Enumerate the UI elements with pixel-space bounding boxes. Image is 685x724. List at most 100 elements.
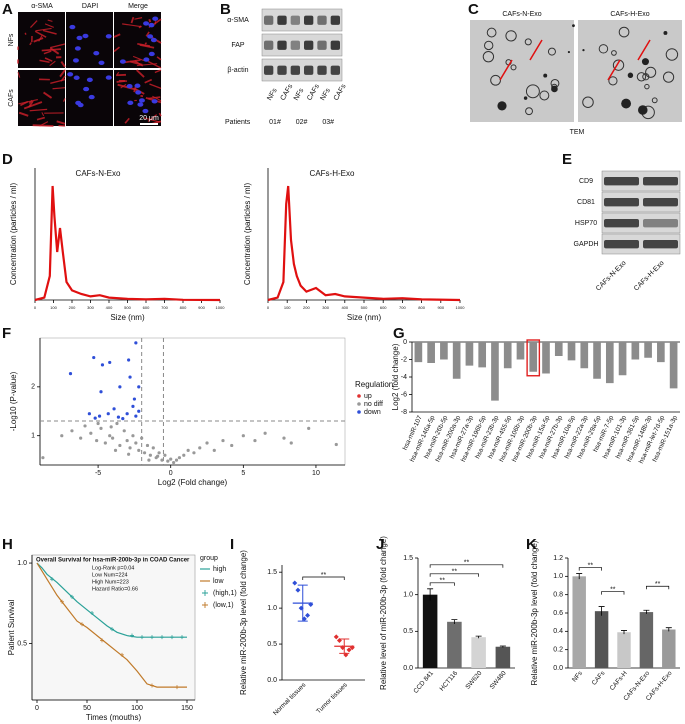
x-tick-label: 0 xyxy=(35,705,39,712)
x-tick-label: 10 xyxy=(312,470,320,477)
bar xyxy=(542,342,550,374)
fiber xyxy=(136,69,145,78)
fiber xyxy=(47,19,53,22)
bar xyxy=(491,342,499,401)
band xyxy=(604,219,639,228)
y-axis-label: Log2 (fold change) xyxy=(391,343,400,410)
debris xyxy=(582,48,585,52)
blot-strip xyxy=(601,191,681,213)
panel-label: I xyxy=(230,536,234,553)
y-tick-label: -4 xyxy=(401,374,407,381)
x-tick-label: 500 xyxy=(124,305,131,310)
band-label: HSP70 xyxy=(575,220,597,227)
panel-label: A xyxy=(2,1,13,18)
fiber xyxy=(140,94,144,98)
nucleus xyxy=(147,34,154,39)
y-axis-label: Concentration (particles / ml) xyxy=(243,183,252,286)
point xyxy=(172,460,176,465)
point xyxy=(60,434,64,438)
fiber xyxy=(43,91,53,99)
fiber xyxy=(134,17,143,20)
band xyxy=(290,65,300,75)
arrow xyxy=(607,59,621,81)
point xyxy=(125,438,129,443)
y-tick-label: 0.0 xyxy=(553,665,563,672)
censor-mark xyxy=(110,627,114,632)
arrow xyxy=(529,39,543,61)
fiber xyxy=(17,71,21,78)
tem-image xyxy=(578,20,682,122)
vesicle xyxy=(644,83,650,90)
band xyxy=(330,15,340,25)
y-tick-label: 1 xyxy=(31,433,35,440)
patient-id: 02# xyxy=(296,119,308,126)
lane-label: NFs xyxy=(319,87,332,102)
point xyxy=(131,404,135,408)
bar xyxy=(669,342,678,389)
x-tick-label: 1000 xyxy=(456,305,466,310)
point xyxy=(134,341,138,345)
band xyxy=(277,15,287,25)
vesicle xyxy=(636,72,647,82)
point xyxy=(174,458,179,462)
point xyxy=(192,451,196,455)
point xyxy=(198,446,202,450)
chart-title: CAFs-N-Exo xyxy=(76,169,121,178)
nucleus xyxy=(142,108,149,114)
legend-label: (low,1) xyxy=(213,602,234,609)
debris xyxy=(551,85,558,93)
nucleus xyxy=(126,84,133,89)
x-tick-label: 200 xyxy=(303,305,310,310)
band xyxy=(277,65,287,75)
censor-mark xyxy=(160,635,164,640)
bar xyxy=(580,342,589,369)
fiber xyxy=(29,42,32,46)
point xyxy=(126,452,131,456)
point xyxy=(99,390,103,394)
band-label: FAP xyxy=(231,42,245,49)
x-tick-label: 0 xyxy=(34,305,37,310)
point xyxy=(116,415,121,419)
fiber xyxy=(30,20,38,28)
point xyxy=(145,443,150,448)
point xyxy=(148,453,152,457)
point xyxy=(122,429,126,433)
vesicle xyxy=(612,59,625,71)
band xyxy=(264,40,274,50)
x-tick-label: 1000 xyxy=(216,305,226,310)
point xyxy=(157,451,161,455)
point xyxy=(125,412,129,416)
point xyxy=(241,434,245,438)
point xyxy=(307,426,311,430)
y-tick-label: 0.8 xyxy=(553,592,563,599)
nucleus xyxy=(93,50,100,56)
bar xyxy=(427,342,435,363)
point xyxy=(111,436,115,440)
scale-bar-label: 20 μm xyxy=(139,115,159,122)
fiber xyxy=(154,69,162,74)
legend-label: no diff xyxy=(364,401,383,408)
debris xyxy=(567,50,571,54)
band xyxy=(264,65,274,75)
band-label: GAPDH xyxy=(574,241,599,248)
vesicle xyxy=(598,44,609,54)
point xyxy=(186,448,190,452)
fiber xyxy=(52,87,66,90)
fiber xyxy=(60,75,66,82)
bar xyxy=(572,576,586,668)
error-bar xyxy=(499,645,506,648)
error-bar xyxy=(576,573,583,580)
nucleus xyxy=(76,35,83,41)
censor-mark xyxy=(180,635,184,640)
band xyxy=(643,219,678,228)
chart-title: CAFs-H-Exo xyxy=(310,169,355,178)
point xyxy=(103,441,107,445)
point xyxy=(134,414,138,418)
point xyxy=(140,436,144,440)
band xyxy=(277,40,287,50)
legend-marker xyxy=(357,410,361,414)
band xyxy=(317,15,327,25)
censor-mark xyxy=(130,633,134,638)
point xyxy=(142,451,147,455)
nucleus xyxy=(127,100,134,106)
